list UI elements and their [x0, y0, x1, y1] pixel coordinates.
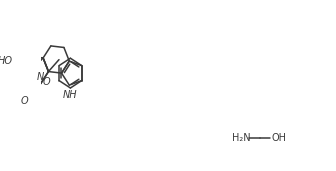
Text: NH: NH: [63, 90, 78, 100]
Text: OH: OH: [271, 133, 286, 143]
Text: HO: HO: [0, 56, 12, 66]
Text: H₂N: H₂N: [232, 133, 250, 143]
Text: N: N: [37, 72, 44, 82]
Text: O: O: [42, 77, 50, 87]
Text: O: O: [21, 96, 29, 106]
